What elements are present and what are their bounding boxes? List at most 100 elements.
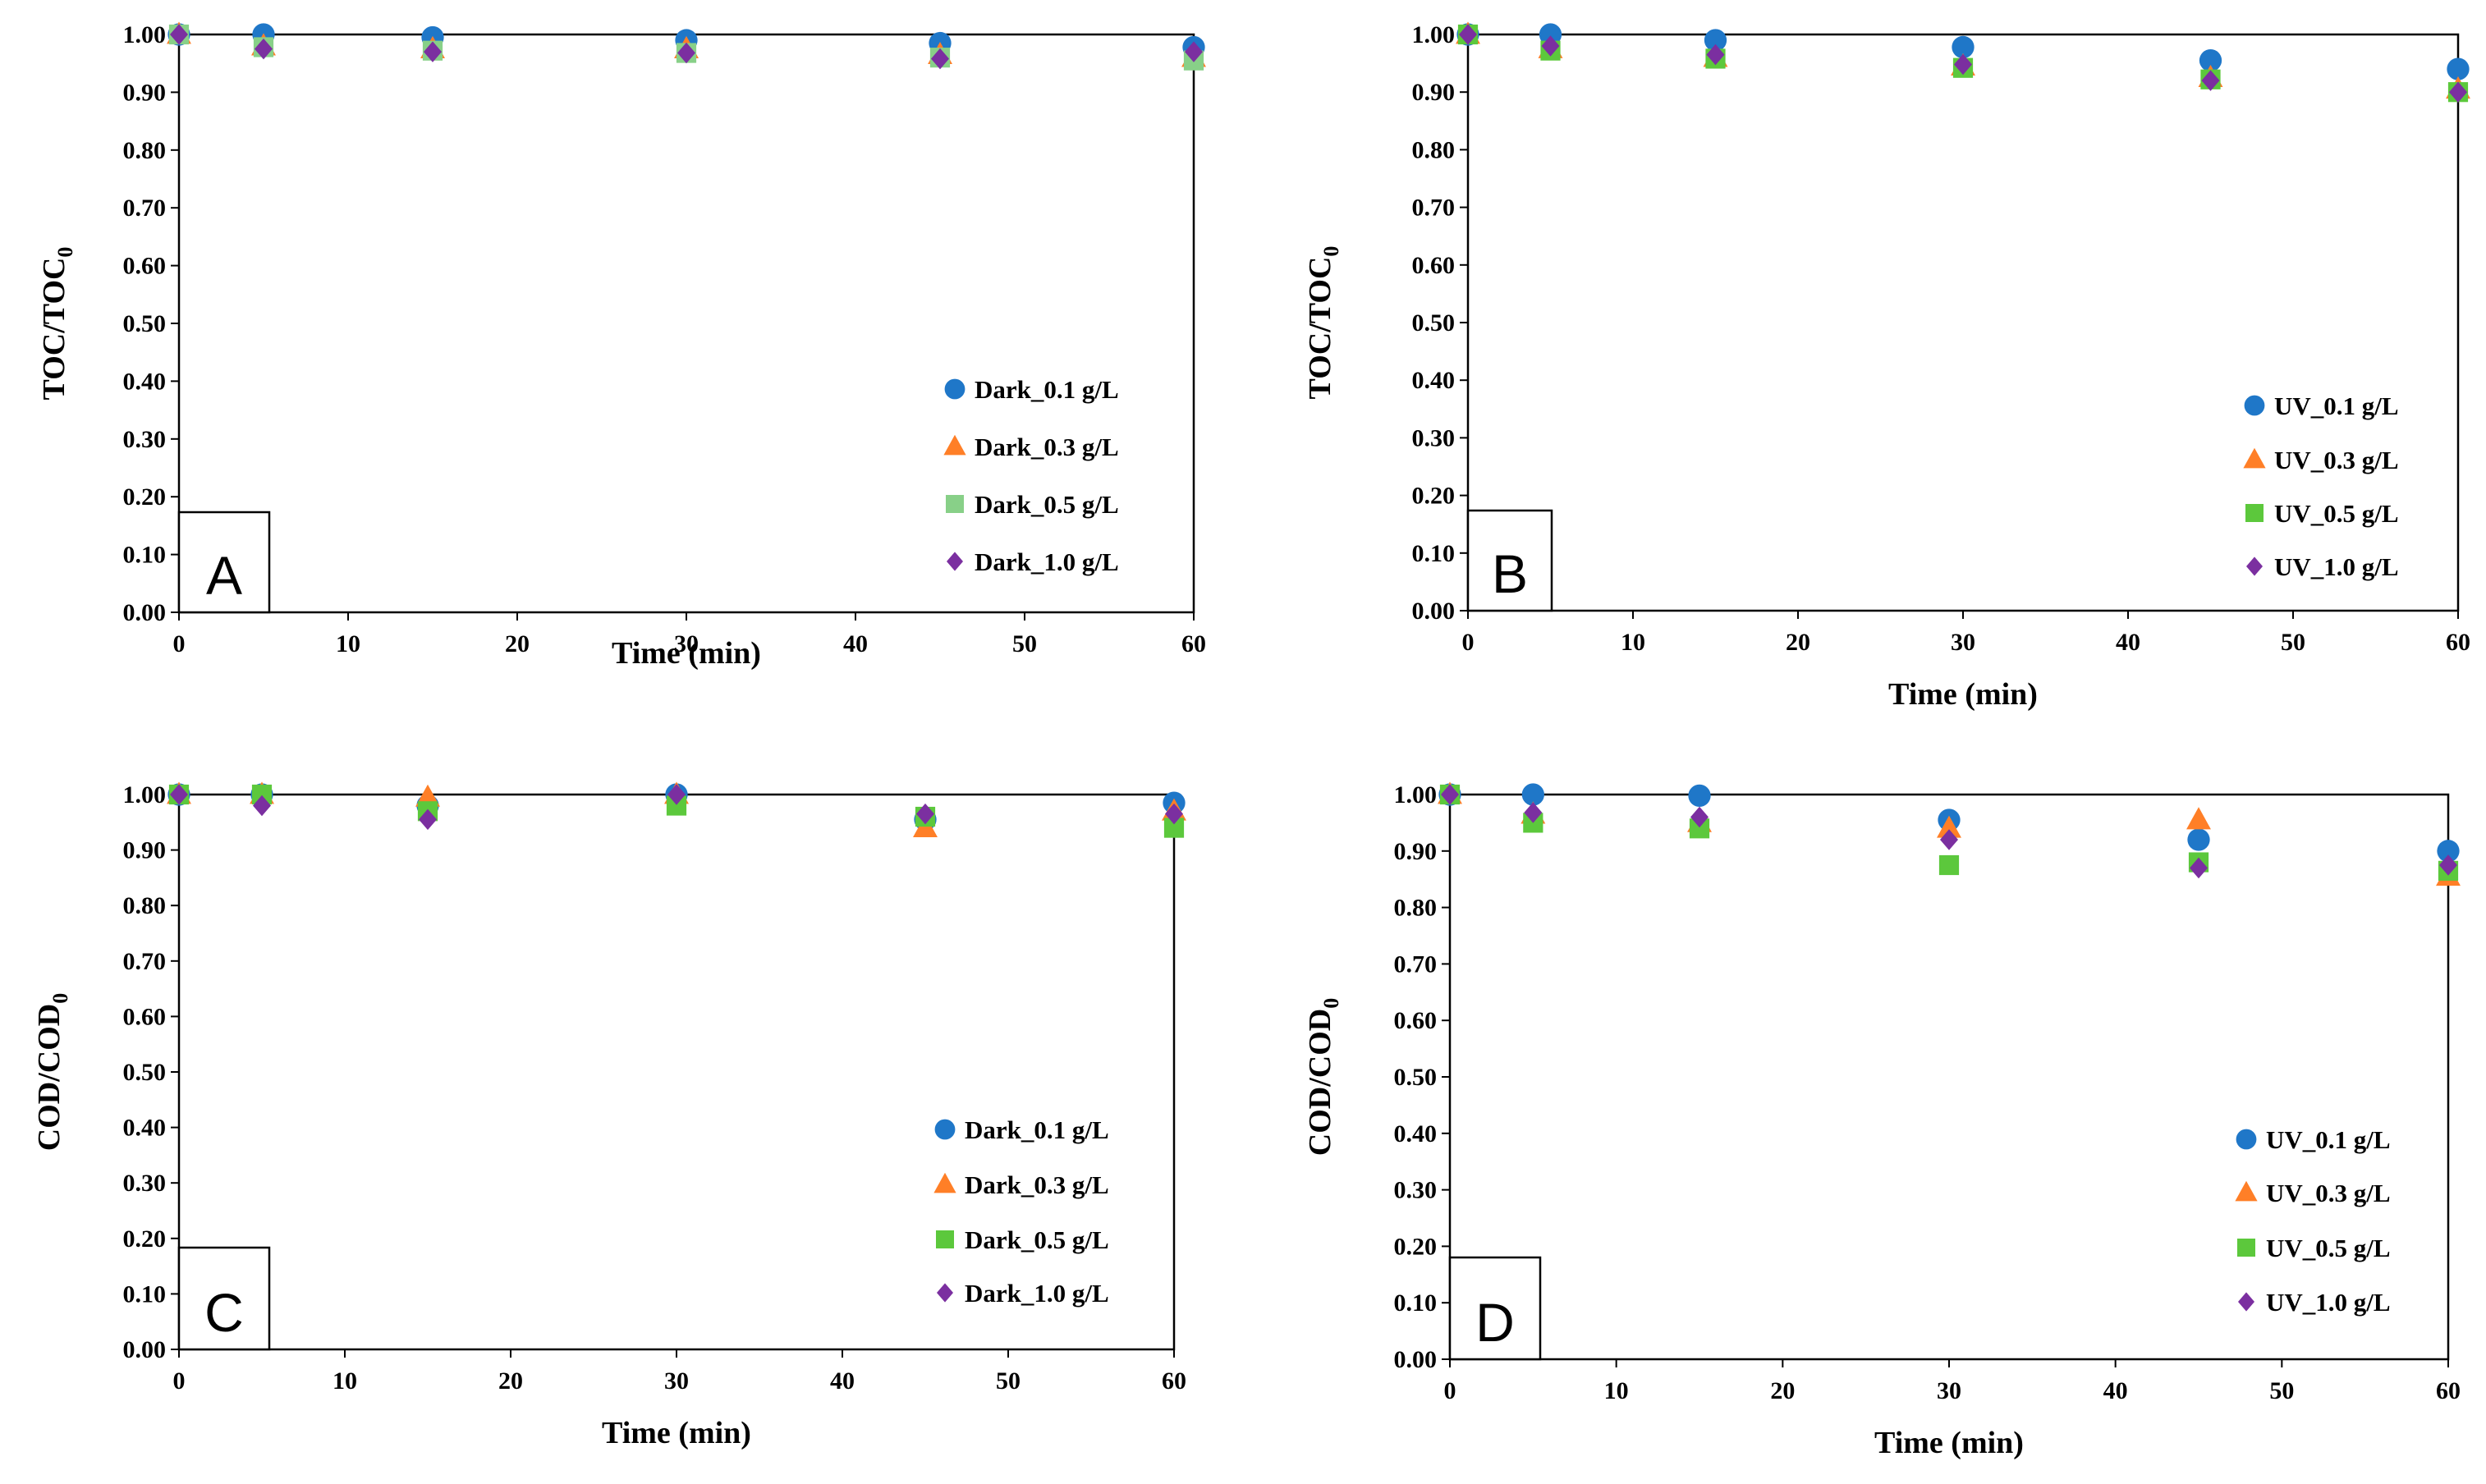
chart-panel-a: 0.00 0.10 0.20 0.30 0.40 0.50 0.60 0.70 0.80 0.90… [37,21,1206,671]
y-tick-label: 0.90 [1412,79,1456,106]
y-tick-label: 1.00 [1394,781,1438,808]
y-tick-label: 1.00 [1412,21,1456,48]
data-point-diamond [2190,857,2208,879]
legend-label: UV_1.0 g/L [2266,1288,2391,1317]
y-axis-title-main: TOC/TOC [37,258,71,401]
data-point-circle [1521,783,1544,806]
x-tick-label: 10 [336,630,360,657]
x-tick-label: 20 [1786,629,1810,656]
legend-marker-triangle [2243,447,2266,469]
data-point-diamond [1185,41,1203,62]
data-point-triangle [1937,815,1961,838]
data-point-diamond [2201,70,2220,91]
y-tick-label: 0.00 [123,1336,167,1363]
plot-frame [1448,793,2450,1361]
legend-label: Dark_0.1 g/L [975,375,1119,404]
legend-label: UV_1.0 g/L [2274,552,2399,581]
x-tick-label: 20 [498,1367,523,1395]
x-tick-label: 0 [1462,629,1475,656]
data-point-circle [1952,35,1975,59]
data-point-diamond [1524,802,1543,823]
y-tick-label: 0.60 [123,253,167,280]
legend-label: Dark_0.5 g/L [965,1225,1109,1254]
legend-marker-circle [944,378,966,400]
chart-panel-d: 0.00 0.10 0.20 0.30 0.40 0.50 0.60 0.70 0.80 0.90… [1303,781,2461,1460]
y-axis-title-subscript: 0 [1319,246,1343,257]
panel-letter: B [1492,543,1528,604]
panel-letter-box [1466,509,1553,612]
legend-label: Dark_0.5 g/L [975,490,1119,519]
y-tick-label: 0.70 [123,948,167,975]
y-tick-label: 0.00 [1394,1346,1438,1373]
data-point-diamond [170,24,188,45]
data-point-circle [2437,840,2460,863]
x-tick-label: 10 [333,1367,357,1395]
y-tick-label: 0.60 [123,1003,167,1030]
data-point-diamond [253,795,271,817]
y-tick-label: 0.80 [123,892,167,919]
data-point-circle [2447,57,2470,80]
data-point-diamond [677,42,695,64]
panel-letter-box [1448,1256,1542,1361]
x-tick-label: 40 [830,1367,855,1395]
y-tick-label: 0.50 [123,310,167,337]
panel-letter-box [177,511,271,614]
data-point-diamond [1690,806,1709,828]
x-tick-label: 0 [1444,1377,1456,1404]
legend-marker-diamond [937,1283,953,1303]
legend-marker-triangle [933,1172,956,1193]
y-tick-label: 0.70 [1412,195,1456,222]
legend-label: UV_0.1 g/L [2266,1125,2391,1154]
y-tick-label: 0.30 [123,426,167,453]
legend-label: Dark_1.0 g/L [975,547,1119,576]
legend-label: Dark_1.0 g/L [965,1279,1109,1308]
y-axis-title: COD/COD0 [1303,998,1343,1156]
data-point-diamond [916,803,934,825]
data-point-diamond [419,808,437,831]
legend-label: Dark_0.3 g/L [975,433,1119,461]
y-tick-label: 0.40 [123,1115,167,1142]
data-point-diamond [2439,854,2457,876]
legend-label: UV_0.3 g/L [2266,1179,2391,1207]
data-point-diamond [1165,803,1183,825]
legend-label: Dark_0.1 g/L [965,1115,1109,1144]
x-tick-label: 50 [2281,629,2305,656]
y-tick-label: 0.40 [1394,1120,1438,1147]
y-tick-label: 0.30 [1394,1177,1438,1204]
x-tick-label: 60 [1162,1367,1186,1395]
data-point-circle [2199,48,2222,72]
y-tick-label: 0.60 [1394,1007,1438,1034]
data-point-square [1938,854,1960,876]
series-diamond [170,24,1203,70]
data-point-diamond [1940,829,1958,850]
y-axis-title-main: COD/COD [1303,1009,1337,1156]
x-tick-label: 50 [2269,1377,2294,1404]
y-tick-label: 0.30 [123,1170,167,1197]
data-point-diamond [170,784,188,805]
legend-label: UV_0.3 g/L [2274,446,2399,474]
legend-marker-square [2245,504,2264,522]
data-point-circle [1688,784,1711,808]
y-axis-title: TOC/TOC0 [1303,246,1343,400]
y-tick-label: 0.50 [123,1059,167,1086]
legend-marker-square [946,495,964,513]
x-tick-label: 10 [1621,629,1645,656]
series-diamond [1459,24,2467,103]
y-axis-title-subscript: 0 [48,993,72,1004]
y-tick-label: 0.00 [123,599,167,626]
x-tick-label: 20 [505,630,530,657]
y-tick-label: 0.20 [1412,483,1456,510]
data-point-diamond [1954,53,1972,76]
x-tick-label: 60 [2436,1377,2461,1404]
chart-panel-c: 0.00 0.10 0.20 0.30 0.40 0.50 0.60 0.70 0.80 0.90… [32,781,1186,1450]
data-point-diamond [1541,35,1560,57]
data-point-diamond [667,784,686,805]
data-point-diamond [1441,784,1459,805]
data-point-diamond [424,41,442,62]
data-point-diamond [2449,81,2467,103]
plot-frame [177,793,1176,1351]
y-tick-label: 0.20 [123,483,167,511]
y-tick-label: 0.70 [123,195,167,222]
x-tick-label: 60 [1181,630,1206,657]
legend-label: Dark_0.3 g/L [965,1170,1109,1199]
